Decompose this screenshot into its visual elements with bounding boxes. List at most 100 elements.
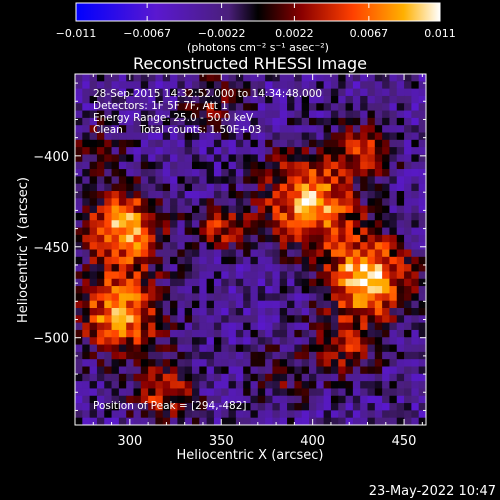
- heatmap-cell: [89, 366, 98, 375]
- heatmap-cell: [338, 403, 347, 411]
- heatmap-cell: [301, 359, 310, 368]
- heatmap-cell: [396, 103, 405, 112]
- heatmap-cell: [89, 183, 98, 192]
- heatmap-cell: [192, 264, 200, 273]
- heatmap-cell: [118, 344, 127, 353]
- heatmap-cell: [374, 359, 383, 368]
- heatmap-cell: [140, 308, 149, 316]
- heatmap-cell: [126, 191, 135, 199]
- heatmap-cell: [155, 220, 164, 229]
- heatmap-cell: [411, 161, 420, 170]
- heatmap-cell: [279, 81, 288, 90]
- heatmap-cell: [199, 271, 208, 280]
- heatmap-cell: [104, 161, 113, 170]
- heatmap-cell: [133, 373, 142, 382]
- heatmap-cell: [126, 169, 135, 177]
- heatmap-cell: [89, 161, 98, 170]
- heatmap-cell: [323, 388, 332, 397]
- heatmap-cell: [411, 300, 420, 309]
- heatmap-cell: [345, 417, 354, 425]
- heatmap-cell: [221, 278, 230, 287]
- heatmap-cell: [418, 286, 426, 294]
- heatmap-cell: [382, 234, 391, 243]
- heatmap-cell: [345, 403, 354, 411]
- heatmap-cell: [75, 132, 83, 141]
- heatmap-cell: [389, 110, 398, 119]
- heatmap-cell: [213, 161, 222, 170]
- heatmap-cell: [96, 176, 105, 185]
- heatmap-cell: [104, 417, 113, 425]
- heatmap-cell: [192, 220, 200, 229]
- heatmap-cell: [279, 154, 288, 163]
- heatmap-cell: [309, 220, 317, 229]
- heatmap-cell: [170, 161, 178, 170]
- heatmap-cell: [89, 271, 98, 280]
- heatmap-cell: [75, 344, 83, 353]
- heatmap-cell: [367, 308, 376, 316]
- heatmap-cell: [257, 220, 266, 229]
- heatmap-cell: [155, 117, 164, 126]
- heatmap-cell: [177, 322, 186, 331]
- heatmap-cell: [118, 300, 127, 309]
- heatmap-cell: [352, 191, 361, 199]
- heatmap-cell: [221, 410, 230, 419]
- heatmap-cell: [140, 139, 149, 148]
- heatmap-cell: [155, 154, 164, 163]
- heatmap-cell: [316, 212, 325, 221]
- heatmap-cell: [404, 212, 412, 221]
- heatmap-cell: [82, 154, 91, 163]
- heatmap-cell: [111, 351, 120, 360]
- heatmap-cell: [257, 366, 266, 375]
- heatmap-cell: [155, 337, 164, 346]
- heatmap-cell: [235, 344, 244, 353]
- heatmap-cell: [374, 373, 383, 382]
- heatmap-cell: [389, 74, 398, 82]
- heatmap-cell: [243, 88, 252, 97]
- heatmap-cell: [265, 337, 274, 346]
- heatmap-cell: [396, 132, 405, 141]
- heatmap-cell: [228, 410, 237, 419]
- heatmap-cell: [396, 329, 405, 338]
- heatmap-cell: [192, 388, 200, 397]
- heatmap-cell: [287, 147, 295, 156]
- heatmap-cell: [404, 161, 412, 170]
- heatmap-cell: [360, 388, 369, 397]
- heatmap-cell: [155, 395, 164, 404]
- heatmap-cell: [404, 381, 412, 390]
- heatmap-cell: [184, 410, 193, 419]
- heatmap-cell: [221, 403, 230, 411]
- heatmap-cell: [89, 403, 98, 411]
- heatmap-cell: [287, 132, 295, 141]
- heatmap-cell: [177, 315, 186, 324]
- heatmap-cell: [213, 403, 222, 411]
- heatmap-cell: [250, 381, 259, 390]
- heatmap-cell: [345, 278, 354, 287]
- info-line-clean: Clean Total counts: 1.50E+03: [93, 124, 262, 136]
- heatmap-cell: [345, 198, 354, 207]
- heatmap-cell: [411, 191, 420, 199]
- heatmap-cell: [257, 212, 266, 221]
- heatmap-cell: [177, 169, 186, 177]
- heatmap-cell: [111, 198, 120, 207]
- heatmap-cell: [104, 256, 113, 265]
- heatmap-cell: [148, 315, 157, 324]
- heatmap-cell: [228, 147, 237, 156]
- heatmap-cell: [75, 117, 83, 126]
- heatmap-cell: [162, 234, 171, 243]
- heatmap-cell: [367, 403, 376, 411]
- heatmap-cell: [111, 381, 120, 390]
- heatmap-cell: [272, 264, 281, 273]
- heatmap-cell: [221, 132, 230, 141]
- heatmap-cell: [75, 293, 83, 302]
- heatmap-cell: [367, 410, 376, 419]
- heatmap-cell: [104, 286, 113, 294]
- heatmap-cell: [294, 183, 303, 192]
- heatmap-cell: [389, 154, 398, 163]
- heatmap-cell: [411, 103, 420, 112]
- heatmap-cell: [111, 74, 120, 82]
- heatmap-cell: [96, 161, 105, 170]
- heatmap-cell: [140, 300, 149, 309]
- heatmap-cell: [199, 344, 208, 353]
- heatmap-cell: [206, 103, 215, 112]
- heatmap-cell: [118, 381, 127, 390]
